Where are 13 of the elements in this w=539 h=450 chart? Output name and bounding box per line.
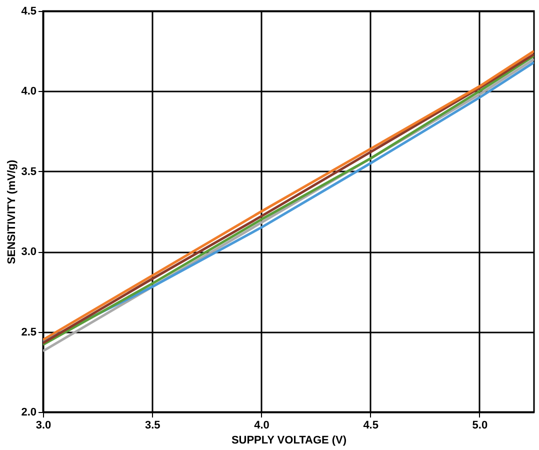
y-tick-label: 2.0 [21,406,36,418]
y-axis-title: SENSITIVITY (mV/g) [6,160,18,264]
y-tick-label: 2.5 [21,326,36,338]
x-tick-label: 4.0 [254,420,270,432]
x-tick-label: 3.5 [144,420,160,432]
y-tick-label: 4.5 [21,6,36,18]
x-tick-label: 3.0 [36,420,52,432]
y-tick-label: 4.0 [21,86,36,98]
x-axis-title: SUPPLY VOLTAGE (V) [231,434,347,446]
x-tick-label: 5.0 [472,420,488,432]
y-tick-label: 3.5 [21,166,36,178]
y-tick-label: 3.0 [21,246,36,258]
x-tick-label: 4.5 [363,420,378,432]
